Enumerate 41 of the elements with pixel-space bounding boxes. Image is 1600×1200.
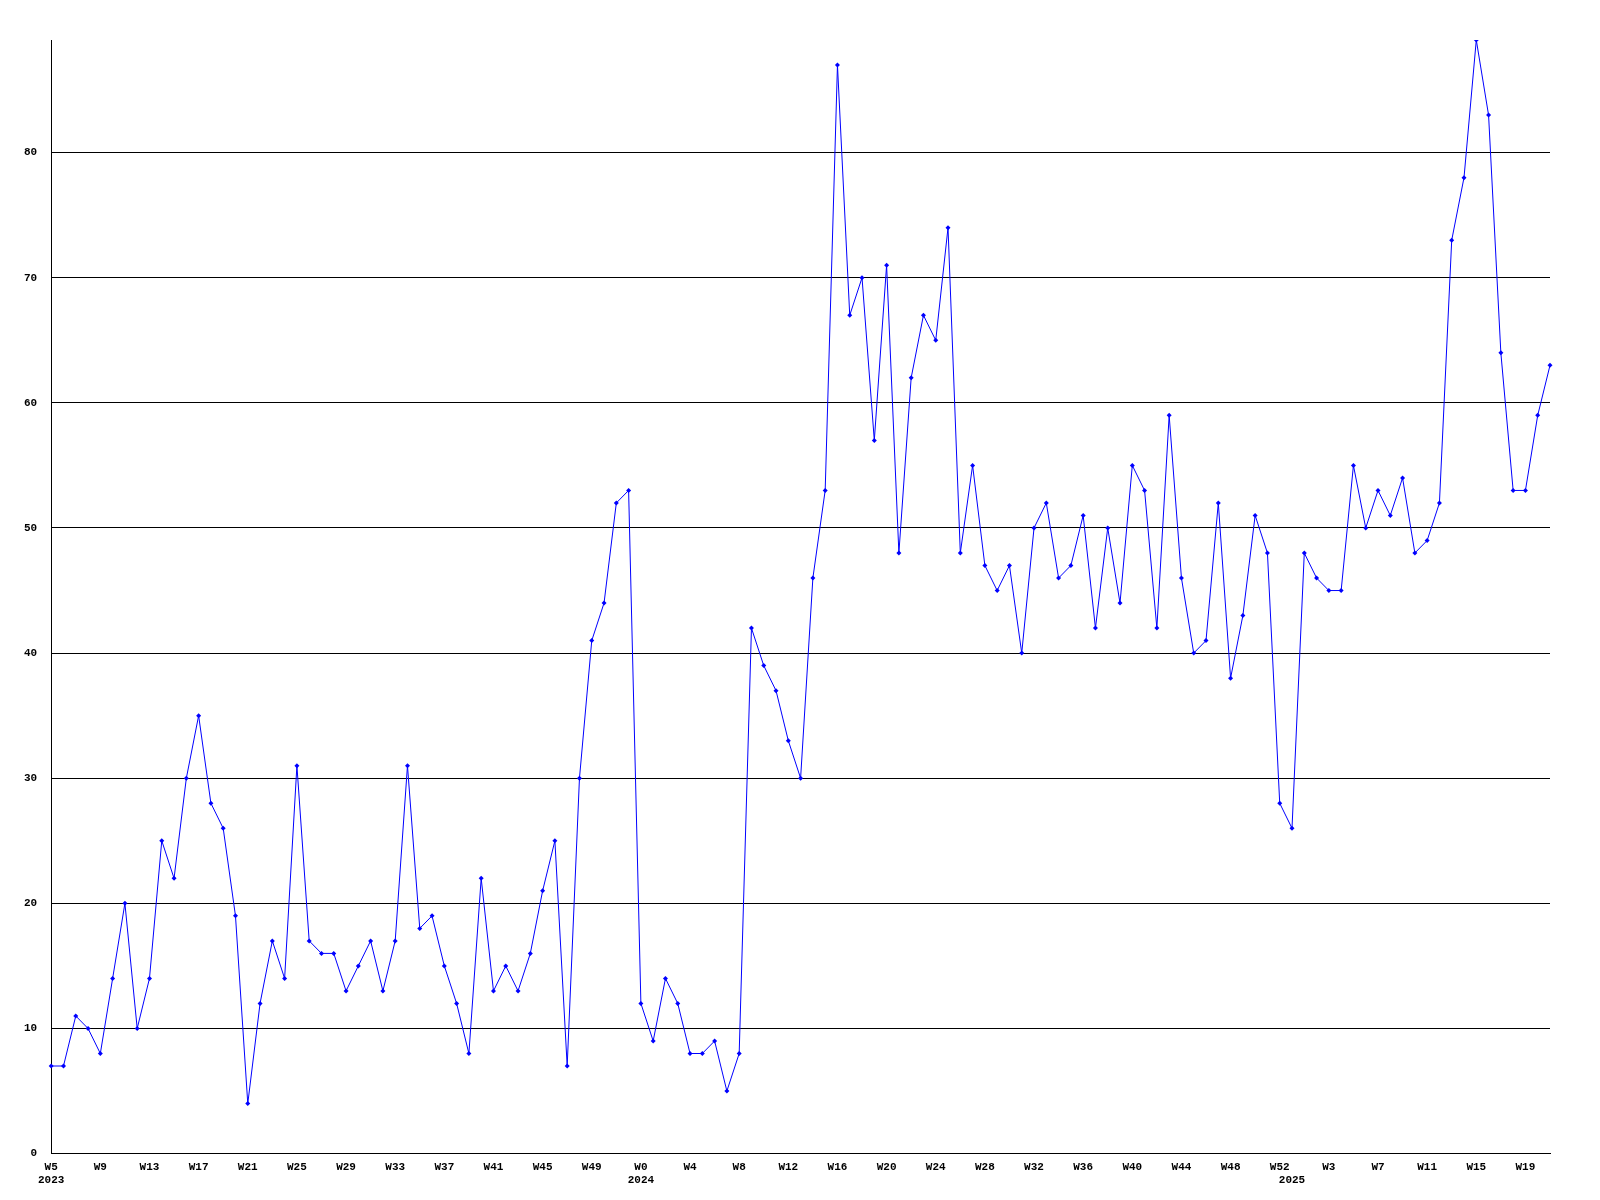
x-tick-label: W44 bbox=[1171, 1160, 1192, 1173]
y-tick-label: 20 bbox=[24, 897, 38, 910]
x-tick-label: W16 bbox=[827, 1160, 848, 1173]
x-tick-label: W8 bbox=[732, 1160, 747, 1173]
x-tick-label: W48 bbox=[1220, 1160, 1241, 1173]
x-tick-label: W7 bbox=[1371, 1160, 1385, 1173]
x-tick-label: W13 bbox=[139, 1160, 160, 1173]
y-tick-label: 80 bbox=[24, 146, 38, 159]
y-tick-label: 40 bbox=[24, 646, 38, 659]
y-tick-label: 50 bbox=[24, 521, 38, 534]
x-tick-label: W45 bbox=[532, 1160, 553, 1173]
x-tick-label: W37 bbox=[434, 1160, 455, 1173]
x-tick-label: W11 bbox=[1417, 1160, 1438, 1173]
x-tick-label: W20 bbox=[876, 1160, 897, 1173]
x-tick-label: W19 bbox=[1515, 1160, 1536, 1173]
y-tick-label: 30 bbox=[24, 771, 38, 784]
x-tick-label: W0 2024 bbox=[627, 1160, 655, 1187]
y-tick-label: 10 bbox=[24, 1022, 38, 1035]
x-tick-label: W29 bbox=[336, 1160, 356, 1173]
x-tick-label: W32 bbox=[1024, 1160, 1044, 1173]
x-tick-label: W12 bbox=[778, 1160, 799, 1173]
y-tick-label: 70 bbox=[24, 271, 38, 284]
x-tick-label: W9 bbox=[93, 1160, 107, 1173]
x-tick-label: W21 bbox=[237, 1160, 259, 1173]
x-tick-label: W49 bbox=[581, 1160, 602, 1173]
x-tick-label: W33 bbox=[385, 1160, 406, 1173]
x-tick-label: W4 bbox=[683, 1160, 698, 1173]
x-tick-label: W15 bbox=[1466, 1160, 1487, 1173]
x-tick-label: W52 bbox=[1269, 1160, 1290, 1173]
x-tick-label: W25 bbox=[287, 1160, 308, 1173]
x-tick-label: W24 bbox=[925, 1160, 947, 1173]
x-tick-label: W5 2023 bbox=[38, 1160, 65, 1187]
y-tick-label: 60 bbox=[24, 396, 38, 409]
x-tick-label: W3 bbox=[1322, 1160, 1336, 1173]
x-tick-label: 2025 bbox=[1278, 1174, 1306, 1187]
x-tick-label: W28 bbox=[974, 1160, 996, 1173]
x-tick-label: W36 bbox=[1073, 1160, 1094, 1173]
x-tick-label: W17 bbox=[188, 1160, 209, 1173]
x-tick-label: W40 bbox=[1122, 1160, 1143, 1173]
x-tick-label: W41 bbox=[483, 1160, 504, 1173]
y-tick-label: 0 bbox=[30, 1147, 38, 1160]
